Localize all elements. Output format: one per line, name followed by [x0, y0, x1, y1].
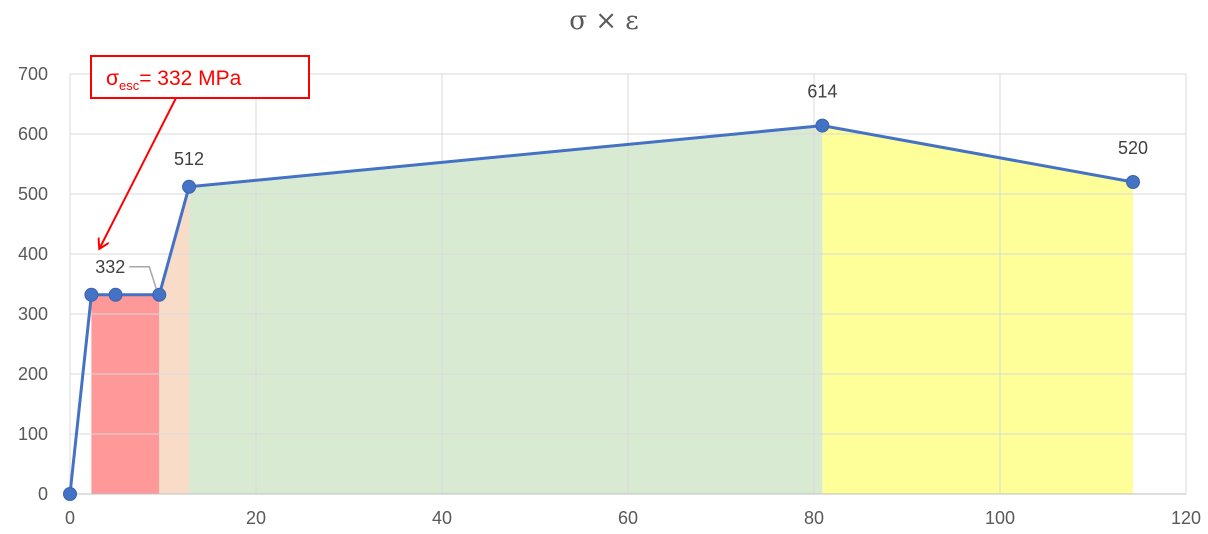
callout-label: σesc= 332 MPa: [106, 67, 242, 93]
callout-value: = 332 MPa: [139, 67, 241, 90]
x-tick-label: 40: [432, 508, 452, 528]
data-label: 614: [807, 82, 837, 102]
x-tick-label: 120: [1171, 508, 1201, 528]
callout-box: [90, 55, 310, 99]
y-tick-label: 500: [18, 184, 48, 204]
data-labels: 332 512 614 520: [95, 82, 1148, 290]
region-2: [189, 125, 823, 494]
y-tick-label: 300: [18, 304, 48, 324]
data-point: [152, 287, 167, 302]
series-layer: [63, 118, 1140, 501]
x-tick-label: 80: [804, 508, 824, 528]
region-1: [159, 186, 190, 495]
x-tick-label: 20: [246, 508, 266, 528]
data-label: 520: [1118, 138, 1148, 158]
y-tick-label: 100: [18, 424, 48, 444]
data-point: [182, 179, 197, 194]
x-tick-label: 60: [618, 508, 638, 528]
data-point: [63, 487, 77, 501]
data-label: 332: [95, 257, 125, 277]
y-tick-label: 0: [38, 484, 48, 504]
chart-title: σ × ε: [569, 6, 639, 36]
callout-symbol: σ: [106, 67, 119, 90]
callout-subscript: esc: [119, 78, 140, 93]
y-tick-label: 600: [18, 124, 48, 144]
callout-arrow: [100, 97, 177, 248]
axes: 0 100 200 300 400 500 600 700 0 20 40 60 80 100 120: [18, 64, 1201, 528]
yield-annotation: σesc= 332 MPa: [90, 55, 310, 248]
data-point: [108, 287, 123, 302]
data-point: [815, 118, 830, 133]
y-tick-label: 200: [18, 364, 48, 384]
data-label: 512: [174, 149, 204, 169]
y-tick-label: 700: [18, 64, 48, 84]
x-tick-label: 100: [985, 508, 1015, 528]
region-3: [822, 125, 1133, 494]
data-point: [84, 287, 99, 302]
label-leader-line: [129, 266, 157, 290]
gridlines: [70, 73, 1187, 494]
region-0: [91, 294, 160, 494]
y-tick-label: 400: [18, 244, 48, 264]
shaded-regions: [91, 125, 1133, 495]
x-tick-label: 0: [65, 508, 75, 528]
data-point: [1125, 175, 1140, 189]
